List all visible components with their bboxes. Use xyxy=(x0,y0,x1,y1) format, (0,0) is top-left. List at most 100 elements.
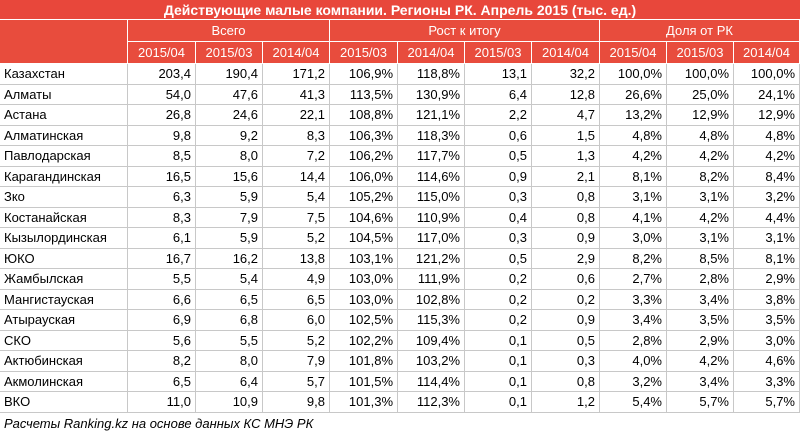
period-header: 2015/03 xyxy=(330,42,398,64)
value-cell: 4,2% xyxy=(667,146,734,167)
value-cell: 4,2% xyxy=(600,146,667,167)
value-cell: 9,2 xyxy=(196,125,263,146)
value-cell: 26,6% xyxy=(600,84,667,105)
value-cell: 13,8 xyxy=(263,248,330,269)
value-cell: 3,1% xyxy=(734,228,800,249)
value-cell: 0,5 xyxy=(465,248,532,269)
value-cell: 6,1 xyxy=(128,228,196,249)
value-cell: 8,0 xyxy=(196,351,263,372)
value-cell: 0,8 xyxy=(532,187,600,208)
value-cell: 2,9% xyxy=(734,269,800,290)
value-cell: 7,9 xyxy=(196,207,263,228)
value-cell: 0,1 xyxy=(465,371,532,392)
value-cell: 104,6% xyxy=(330,207,398,228)
value-cell: 106,0% xyxy=(330,166,398,187)
value-cell: 6,8 xyxy=(196,310,263,331)
value-cell: 8,0 xyxy=(196,146,263,167)
region-name: СКО xyxy=(0,330,128,351)
value-cell: 1,5 xyxy=(532,125,600,146)
value-cell: 113,5% xyxy=(330,84,398,105)
value-cell: 0,2 xyxy=(465,310,532,331)
group-header: Всего xyxy=(128,20,330,42)
value-cell: 3,8% xyxy=(734,289,800,310)
value-cell: 109,4% xyxy=(398,330,465,351)
value-cell: 6,5 xyxy=(196,289,263,310)
value-cell: 4,4% xyxy=(734,207,800,228)
value-cell: 118,8% xyxy=(398,64,465,85)
region-name: Атырауская xyxy=(0,310,128,331)
value-cell: 0,5 xyxy=(532,330,600,351)
period-header: 2014/04 xyxy=(398,42,465,64)
value-cell: 4,9 xyxy=(263,269,330,290)
value-cell: 4,8% xyxy=(734,125,800,146)
value-cell: 8,3 xyxy=(128,207,196,228)
value-cell: 3,1% xyxy=(667,187,734,208)
value-cell: 7,9 xyxy=(263,351,330,372)
value-cell: 4,8% xyxy=(600,125,667,146)
region-name: ЮКО xyxy=(0,248,128,269)
value-cell: 4,2% xyxy=(667,207,734,228)
value-cell: 103,0% xyxy=(330,269,398,290)
value-cell: 118,3% xyxy=(398,125,465,146)
value-cell: 130,9% xyxy=(398,84,465,105)
value-cell: 0,3 xyxy=(532,351,600,372)
group-header: Рост к итогу xyxy=(330,20,600,42)
value-cell: 8,2% xyxy=(600,248,667,269)
value-cell: 2,7% xyxy=(600,269,667,290)
value-cell: 3,2% xyxy=(600,371,667,392)
value-cell: 117,0% xyxy=(398,228,465,249)
value-cell: 6,3 xyxy=(128,187,196,208)
value-cell: 114,6% xyxy=(398,166,465,187)
value-cell: 5,2 xyxy=(263,228,330,249)
value-cell: 100,0% xyxy=(600,64,667,85)
region-name: Казахстан xyxy=(0,64,128,85)
region-name: ВКО xyxy=(0,392,128,413)
value-cell: 4,7 xyxy=(532,105,600,126)
region-name: Актюбинская xyxy=(0,351,128,372)
value-cell: 5,4 xyxy=(263,187,330,208)
value-cell: 115,3% xyxy=(398,310,465,331)
value-cell: 121,2% xyxy=(398,248,465,269)
value-cell: 8,1% xyxy=(734,248,800,269)
value-cell: 0,9 xyxy=(532,310,600,331)
value-cell: 2,1 xyxy=(532,166,600,187)
value-cell: 47,6 xyxy=(196,84,263,105)
region-name: Кызылординская xyxy=(0,228,128,249)
source-note: Расчеты Ranking.kz на основе данных КС М… xyxy=(4,416,314,432)
value-cell: 117,7% xyxy=(398,146,465,167)
value-cell: 12,8 xyxy=(532,84,600,105)
value-cell: 24,6 xyxy=(196,105,263,126)
value-cell: 1,3 xyxy=(532,146,600,167)
value-cell: 3,5% xyxy=(667,310,734,331)
value-cell: 3,0% xyxy=(600,228,667,249)
value-cell: 0,6 xyxy=(465,125,532,146)
value-cell: 114,4% xyxy=(398,371,465,392)
value-cell: 3,1% xyxy=(600,187,667,208)
value-cell: 5,6 xyxy=(128,330,196,351)
value-cell: 5,2 xyxy=(263,330,330,351)
region-name: Зко xyxy=(0,187,128,208)
value-cell: 4,8% xyxy=(667,125,734,146)
value-cell: 8,3 xyxy=(263,125,330,146)
value-cell: 100,0% xyxy=(734,64,800,85)
value-cell: 6,5 xyxy=(128,371,196,392)
group-header: Доля от РК xyxy=(600,20,800,42)
value-cell: 6,4 xyxy=(465,84,532,105)
value-cell: 0,4 xyxy=(465,207,532,228)
value-cell: 2,2 xyxy=(465,105,532,126)
value-cell: 115,0% xyxy=(398,187,465,208)
value-cell: 3,2% xyxy=(734,187,800,208)
value-cell: 5,4 xyxy=(196,269,263,290)
value-cell: 8,2 xyxy=(128,351,196,372)
value-cell: 0,8 xyxy=(532,207,600,228)
value-cell: 4,6% xyxy=(734,351,800,372)
value-cell: 103,0% xyxy=(330,289,398,310)
value-cell: 100,0% xyxy=(667,64,734,85)
value-cell: 0,1 xyxy=(465,351,532,372)
value-cell: 0,1 xyxy=(465,330,532,351)
value-cell: 12,9% xyxy=(734,105,800,126)
value-cell: 16,5 xyxy=(128,166,196,187)
value-cell: 6,4 xyxy=(196,371,263,392)
value-cell: 11,0 xyxy=(128,392,196,413)
value-cell: 4,1% xyxy=(600,207,667,228)
